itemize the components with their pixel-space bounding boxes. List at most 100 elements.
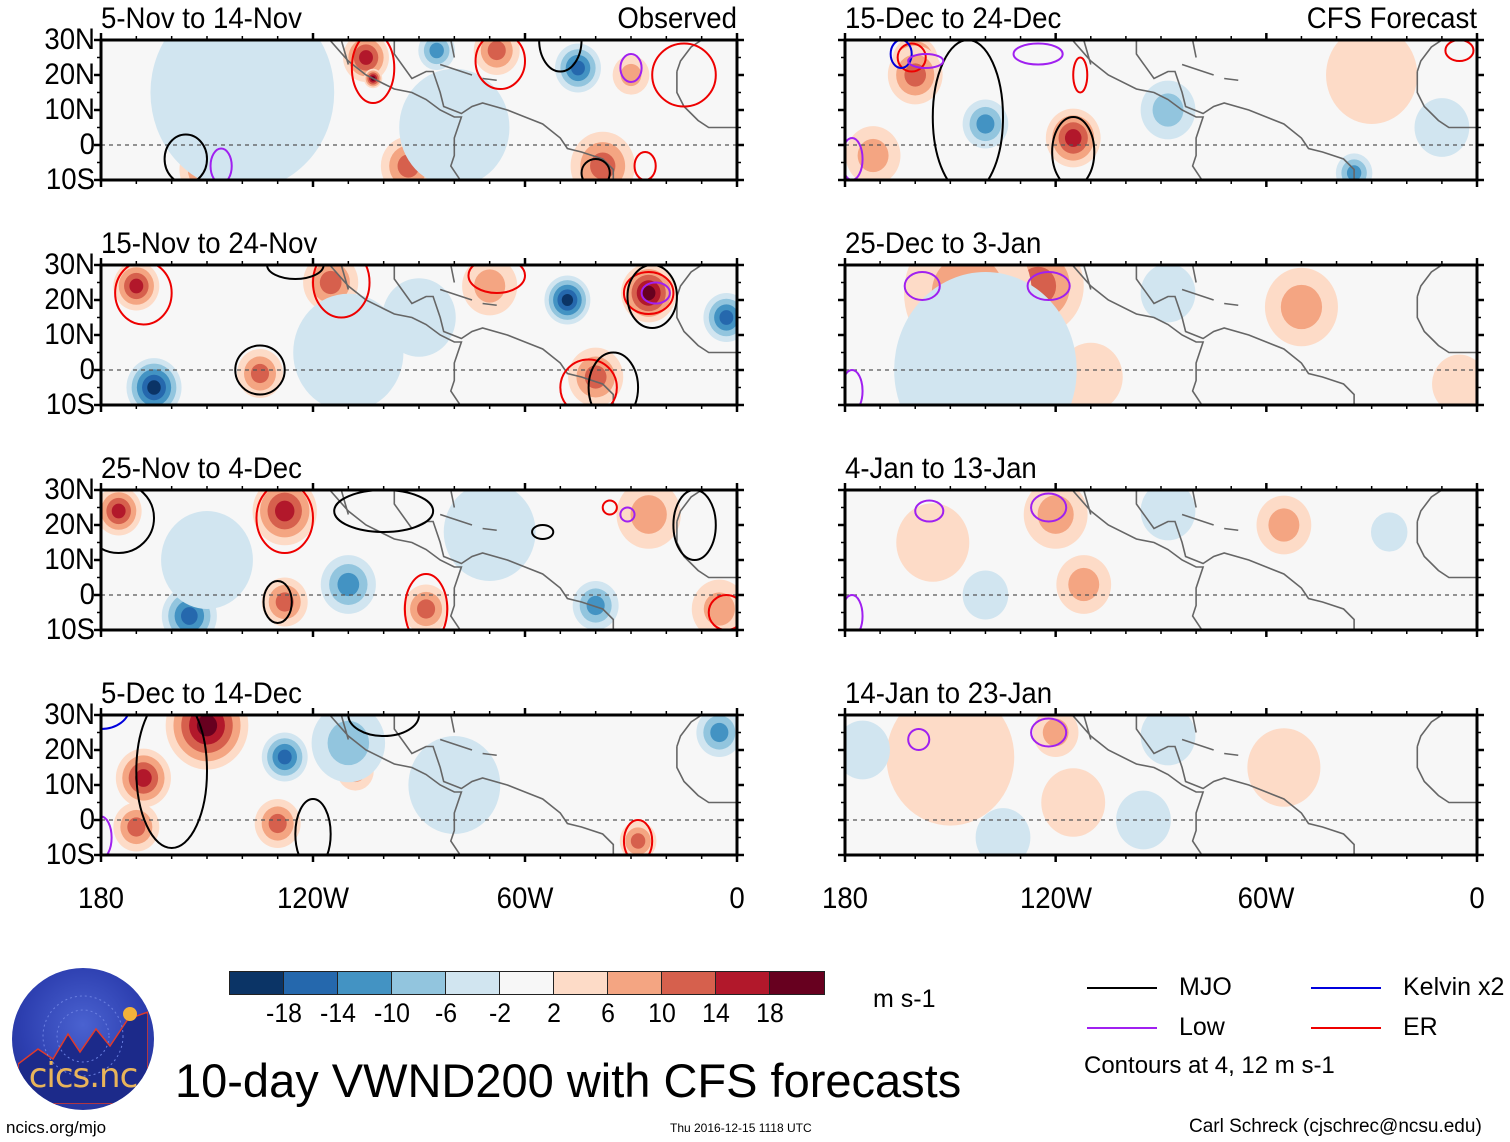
lat-label: 10S [45, 838, 95, 871]
anomaly-shading [1432, 354, 1477, 405]
colorbar-tick-label: 2 [547, 998, 561, 1028]
colorbar-tick-label: 10 [648, 998, 676, 1028]
anomaly-shading [1041, 768, 1106, 837]
er-contour [633, 151, 657, 180]
anomaly-shading [1268, 508, 1300, 542]
anomaly-shading [1326, 40, 1418, 124]
colorbar-swatch [662, 972, 716, 994]
low-contour [907, 728, 931, 751]
lat-label: 10S [45, 163, 95, 196]
er-contour [474, 40, 526, 90]
lat-label: 30N [44, 698, 95, 731]
lat-label: 10N [44, 543, 95, 576]
legend-line-icon [1311, 986, 1381, 989]
anomaly-shading [417, 599, 436, 619]
anomaly-shading [703, 592, 735, 626]
anomaly-shading [443, 490, 536, 581]
anomaly-shading [1414, 98, 1470, 157]
mjo-contour [266, 265, 325, 280]
anomaly-shading [976, 114, 995, 134]
low-contour [845, 137, 864, 180]
anomaly-shading [571, 60, 585, 76]
coastline [328, 40, 737, 180]
coastline [1071, 265, 1477, 405]
anomaly-shading [975, 808, 1031, 855]
lat-label: 0 [79, 578, 95, 611]
er-contour [651, 42, 717, 108]
colorbar-tick-label: -2 [488, 998, 512, 1028]
er-contour [559, 358, 618, 405]
coastline [328, 490, 737, 630]
colorbar-swatch [284, 972, 338, 994]
colorbar-swatch [554, 972, 608, 994]
colorbar-swatch [446, 972, 500, 994]
observed-tag: Observed [617, 2, 737, 35]
er-contour [896, 42, 927, 73]
source-link[interactable]: ncics.org/mjo [6, 1118, 107, 1137]
colorbar-tick-label: -10 [374, 998, 410, 1028]
legend-label: ER [1403, 1013, 1438, 1041]
legend-line-icon [1087, 986, 1157, 989]
anomaly-shading [1152, 93, 1184, 127]
mjo-contour [538, 40, 583, 73]
panel-title: 15-Nov to 24-Nov [101, 227, 318, 260]
mjo-contour [347, 715, 420, 737]
mjo-contour [234, 344, 286, 396]
anomaly-shading [181, 607, 198, 625]
er-contour [403, 573, 449, 630]
lat-label: 10N [44, 318, 95, 351]
anomaly-shading [275, 592, 294, 612]
er-contour [1444, 40, 1475, 62]
legend-item-low: Low [1087, 1013, 1225, 1042]
coastline [328, 715, 737, 855]
anomaly-shading [359, 50, 373, 65]
panel-title: 5-Nov to 14-Nov [101, 2, 302, 35]
panel-title: 25-Nov to 4-Dec [101, 452, 302, 485]
mjo-contour [626, 265, 678, 329]
cics-logo: cics.nc [12, 968, 154, 1110]
anomaly-shading [857, 138, 889, 173]
lat-label: 0 [79, 803, 95, 836]
anomaly-shading [474, 269, 506, 303]
contour-note: Contours at 4, 12 m s-1 [1084, 1052, 1335, 1079]
anomaly-shading [1042, 718, 1069, 747]
anomaly-shading [337, 572, 360, 597]
legend-item-mjo: MJO [1087, 973, 1232, 1002]
anomaly-shading [293, 293, 404, 405]
colorbar-swatch [716, 972, 770, 994]
anomaly-shading [147, 380, 161, 395]
er-contour [707, 594, 737, 630]
anomaly-shading [487, 40, 506, 61]
low-contour [1012, 42, 1064, 66]
lat-label: 30N [44, 23, 95, 56]
panel-title: 5-Dec to 14-Dec [101, 677, 302, 710]
anomaly-shading [1370, 512, 1408, 552]
er-contour [1072, 56, 1089, 94]
legend-label: Low [1179, 1013, 1225, 1041]
panel-title: 14-Jan to 23-Jan [845, 677, 1053, 710]
low-contour [1030, 717, 1068, 748]
lat-label: 0 [79, 128, 95, 161]
mjo-contour [135, 715, 208, 849]
logo-mountains-icon [18, 995, 148, 1104]
colorbar-swatch [230, 972, 284, 994]
anomaly-shading [250, 363, 270, 384]
map-panel [94, 708, 744, 862]
colorbar-swatch [338, 972, 392, 994]
mjo-contour [587, 351, 640, 405]
low-contour [1030, 492, 1068, 523]
timestamp: Thu 2016-12-15 1118 UTC [670, 1121, 812, 1135]
map-panel [94, 33, 744, 187]
anomaly-shading [268, 813, 287, 834]
panel-title: 25-Dec to 3-Jan [845, 227, 1042, 260]
mjo-contour [672, 490, 717, 561]
low-contour [619, 53, 643, 83]
low-contour [845, 369, 864, 405]
lat-label: 20N [44, 58, 95, 91]
lon-label: 180 [77, 882, 125, 915]
lat-label: 0 [79, 353, 95, 386]
lat-label: 20N [44, 508, 95, 541]
author-credit: Carl Schreck (cjschrec@ncsu.edu) [1189, 1116, 1482, 1137]
colorbar-tick-label: 18 [756, 998, 784, 1028]
anomaly-shading [896, 503, 970, 582]
